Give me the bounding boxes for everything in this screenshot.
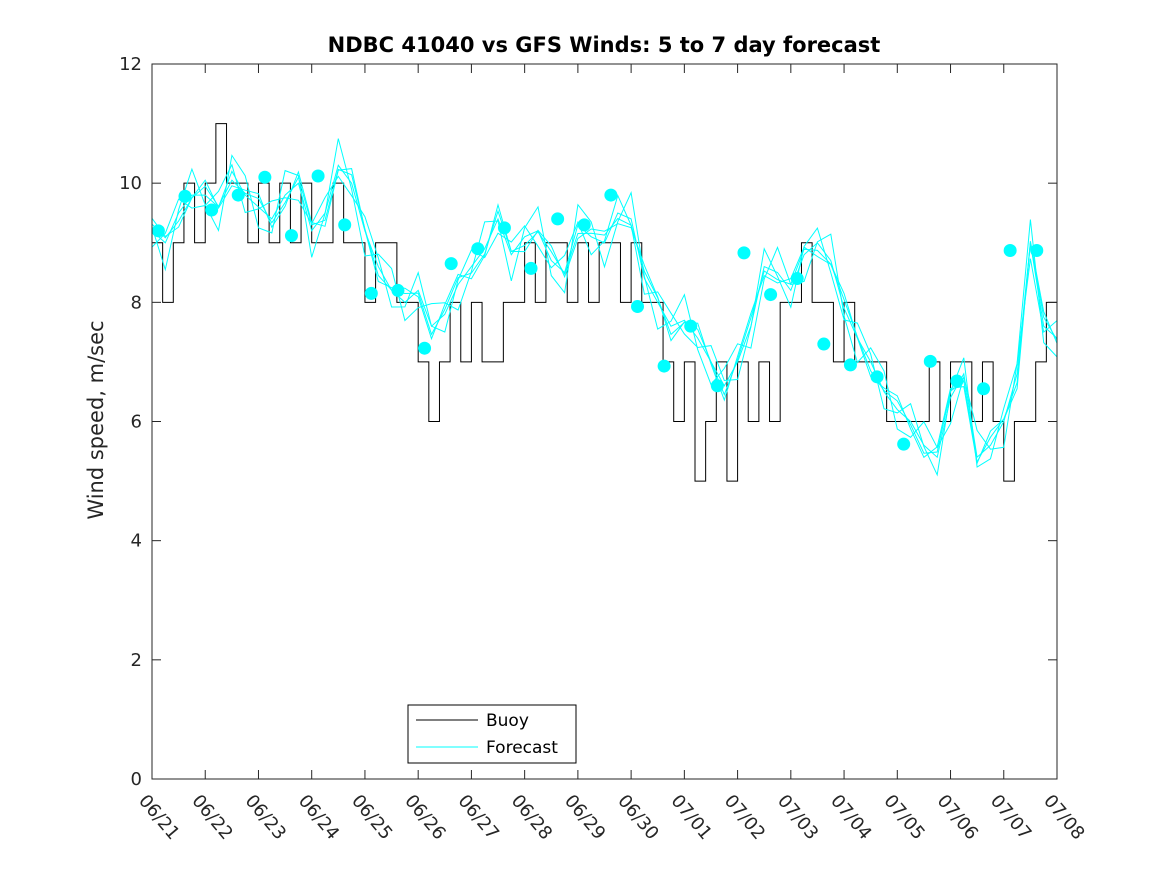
forecast-marker [870, 370, 884, 384]
y-axis-label: Wind speed, m/sec [84, 320, 108, 519]
x-tick-label: 07/07 [986, 791, 1035, 844]
forecast-marker [843, 358, 857, 372]
x-tick-label: 07/06 [933, 791, 982, 844]
x-tick-label: 06/25 [347, 791, 396, 844]
x-tick-label: 06/26 [400, 791, 449, 844]
x-tick-label: 07/01 [667, 791, 716, 844]
plot-area [151, 123, 1058, 482]
forecast-series-line [151, 163, 1058, 477]
x-tick-label: 06/27 [454, 791, 503, 844]
chart-title: NDBC 41040 vs GFS Winds: 5 to 7 day fore… [328, 33, 881, 57]
y-tick-label: 0 [131, 769, 142, 790]
y-tick-label: 8 [131, 292, 142, 313]
buoy-series-line [152, 123, 1057, 482]
forecast-marker [497, 221, 511, 235]
legend-box [407, 704, 577, 764]
legend-label-buoy: Buoy [486, 711, 529, 731]
legend-label-forecast: Forecast [486, 738, 558, 758]
y-tick-label: 6 [131, 412, 142, 433]
forecast-marker [471, 242, 485, 256]
forecast-marker [817, 337, 831, 351]
forecast-marker [604, 188, 618, 202]
forecast-marker [551, 212, 565, 226]
y-tick-label: 2 [131, 650, 142, 671]
forecast-marker [790, 272, 804, 285]
forecast-marker [923, 354, 937, 368]
x-tick-label: 07/04 [826, 791, 875, 844]
forecast-series-line [151, 168, 1058, 464]
y-tick-label: 12 [119, 54, 142, 75]
forecast-marker [897, 437, 911, 451]
forecast-marker [418, 341, 432, 355]
x-tick-label: 07/02 [720, 791, 769, 844]
x-tick-label: 07/05 [879, 791, 928, 844]
x-tick-label: 06/30 [613, 791, 662, 844]
legend: Buoy Forecast [407, 704, 577, 764]
forecast-marker [950, 374, 964, 388]
forecast-marker [231, 188, 245, 202]
y-tick-label: 4 [131, 531, 142, 552]
x-tick-label: 07/03 [773, 791, 822, 844]
forecast-marker [444, 257, 458, 271]
forecast-marker [284, 229, 298, 243]
forecast-marker [311, 169, 325, 183]
x-tick-label: 06/21 [134, 791, 183, 844]
forecast-marker [151, 224, 165, 238]
x-tick-label: 06/23 [241, 791, 290, 844]
forecast-series-line [151, 138, 1058, 450]
forecast-marker [524, 261, 538, 275]
x-tick-label: 06/24 [294, 791, 343, 844]
forecast-marker [977, 382, 991, 396]
forecast-marker [1003, 243, 1017, 257]
x-tick-label: 06/28 [507, 791, 556, 844]
forecast-marker [1030, 243, 1044, 257]
forecast-marker [364, 286, 378, 300]
forecast-marker [631, 300, 645, 314]
forecast-marker [764, 288, 778, 302]
forecast-marker [657, 359, 671, 373]
x-tick-label: 06/29 [560, 791, 609, 844]
forecast-marker [684, 319, 698, 333]
forecast-marker [338, 218, 352, 232]
forecast-marker [391, 283, 405, 297]
forecast-marker [737, 246, 751, 260]
x-tick-label: 07/08 [1039, 791, 1088, 844]
forecast-series-line [151, 168, 1058, 465]
forecast-marker [205, 203, 219, 217]
forecast-marker [258, 170, 272, 184]
forecast-marker [710, 379, 724, 393]
forecast-series-line [151, 164, 1058, 459]
forecast-marker [577, 218, 591, 232]
x-tick-label: 06/22 [187, 791, 236, 844]
forecast-marker [178, 189, 192, 203]
y-tick-label: 10 [119, 173, 142, 194]
